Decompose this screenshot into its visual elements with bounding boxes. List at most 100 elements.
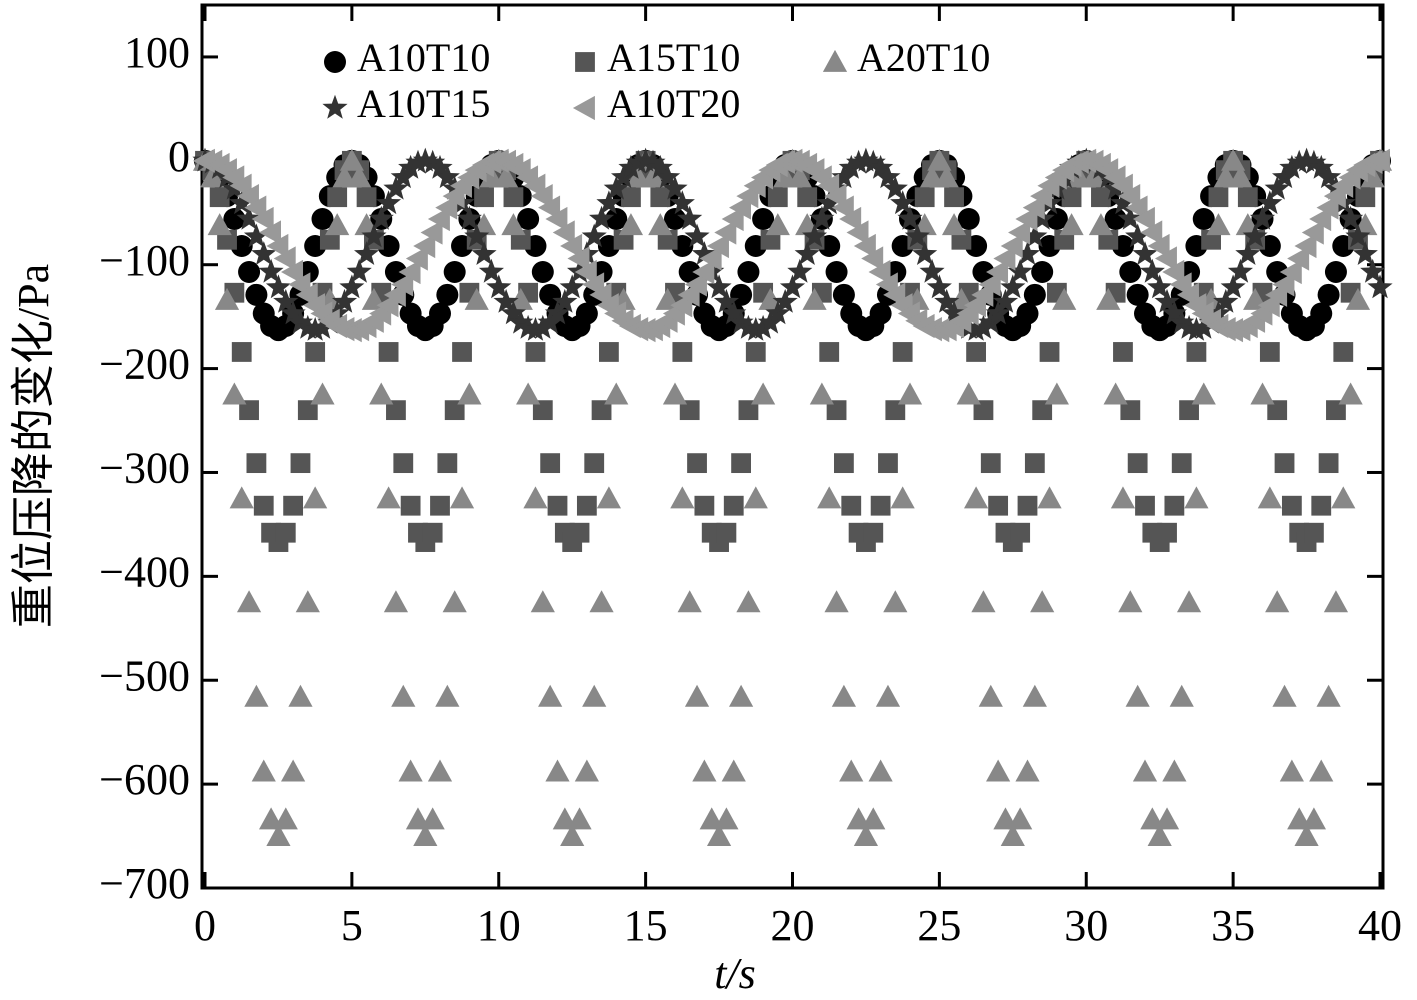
data-point bbox=[464, 287, 489, 310]
data-point bbox=[604, 382, 629, 405]
x-tick-label: 25 bbox=[917, 901, 961, 950]
data-point bbox=[559, 274, 585, 299]
data-point bbox=[420, 807, 445, 830]
data-point bbox=[992, 288, 1018, 313]
data-point bbox=[361, 223, 387, 248]
data-point bbox=[1088, 213, 1114, 236]
data-point bbox=[1250, 382, 1275, 405]
data-point bbox=[398, 759, 423, 782]
data-point bbox=[537, 309, 563, 334]
data-point bbox=[978, 272, 1001, 297]
data-point bbox=[802, 223, 828, 248]
data-point bbox=[1279, 154, 1305, 179]
data-point bbox=[436, 283, 459, 306]
data-point bbox=[283, 495, 304, 516]
data-point bbox=[963, 317, 989, 341]
data-point bbox=[236, 590, 262, 613]
data-point bbox=[1317, 283, 1340, 306]
data-point bbox=[427, 154, 453, 179]
data-point bbox=[978, 309, 1004, 334]
data-point bbox=[794, 241, 820, 265]
data-point bbox=[280, 300, 306, 325]
data-point bbox=[1132, 206, 1155, 232]
data-point bbox=[1015, 759, 1040, 782]
data-point bbox=[824, 184, 847, 209]
data-point bbox=[618, 154, 644, 179]
data-point bbox=[831, 195, 854, 220]
data-point bbox=[457, 382, 482, 405]
data-point bbox=[706, 233, 729, 259]
data-point bbox=[501, 213, 526, 236]
y-tick-label: −100 bbox=[99, 236, 190, 285]
data-point bbox=[706, 823, 732, 846]
data-point bbox=[993, 246, 1016, 271]
data-point bbox=[427, 206, 450, 232]
data-point bbox=[670, 486, 695, 509]
data-point bbox=[738, 400, 759, 421]
data-point bbox=[892, 342, 913, 362]
legend-label: A15T10 bbox=[607, 35, 740, 80]
data-point bbox=[560, 233, 583, 259]
data-point bbox=[589, 205, 615, 230]
data-point bbox=[443, 260, 466, 283]
data-point bbox=[669, 190, 695, 215]
data-point bbox=[1352, 241, 1378, 265]
data-point bbox=[1345, 287, 1371, 310]
data-point bbox=[737, 260, 760, 283]
data-point bbox=[694, 495, 715, 516]
data-point bbox=[581, 223, 607, 248]
data-point bbox=[1169, 309, 1195, 334]
data-point bbox=[266, 233, 289, 259]
data-point bbox=[1037, 486, 1062, 509]
data-point bbox=[1235, 241, 1261, 265]
data-point bbox=[1052, 287, 1077, 310]
data-point bbox=[1008, 220, 1031, 245]
data-point bbox=[1103, 382, 1128, 405]
data-point bbox=[731, 453, 751, 474]
data-point bbox=[605, 207, 628, 230]
data-point bbox=[618, 213, 644, 236]
data-point bbox=[853, 233, 876, 259]
data-point bbox=[986, 759, 1011, 782]
data-point bbox=[890, 190, 916, 215]
data-point bbox=[464, 223, 490, 248]
legend-label: A10T20 bbox=[607, 81, 740, 126]
data-point bbox=[376, 486, 401, 509]
data-point bbox=[1309, 759, 1334, 782]
data-point bbox=[1286, 149, 1312, 174]
data-point bbox=[302, 317, 328, 341]
data-point bbox=[1294, 233, 1317, 259]
data-point bbox=[882, 175, 908, 200]
data-point bbox=[779, 274, 806, 299]
data-point bbox=[1032, 400, 1053, 421]
data-point bbox=[706, 274, 732, 299]
data-point bbox=[1208, 187, 1229, 208]
data-point bbox=[297, 400, 318, 421]
data-point bbox=[944, 187, 964, 208]
data-point bbox=[538, 684, 563, 707]
data-point bbox=[1061, 187, 1082, 208]
data-point bbox=[1016, 302, 1039, 325]
data-point bbox=[430, 495, 450, 516]
data-point bbox=[1147, 823, 1172, 846]
data-point bbox=[531, 260, 554, 283]
data-point bbox=[752, 207, 775, 230]
data-point bbox=[530, 590, 555, 613]
data-point bbox=[853, 823, 879, 846]
data-point bbox=[1265, 590, 1290, 613]
data-point bbox=[576, 495, 597, 516]
data-point bbox=[890, 486, 915, 509]
data-point bbox=[1118, 590, 1143, 613]
data-point bbox=[1179, 400, 1199, 421]
data-point bbox=[640, 165, 666, 188]
data-point bbox=[437, 453, 458, 474]
data-point bbox=[209, 187, 230, 208]
data-point bbox=[1227, 258, 1253, 283]
data-point bbox=[258, 220, 281, 245]
data-point bbox=[743, 317, 769, 341]
data-point bbox=[1338, 382, 1363, 405]
data-point bbox=[273, 246, 296, 271]
data-point bbox=[875, 164, 901, 189]
data-point bbox=[1206, 213, 1231, 236]
data-point bbox=[897, 382, 923, 405]
